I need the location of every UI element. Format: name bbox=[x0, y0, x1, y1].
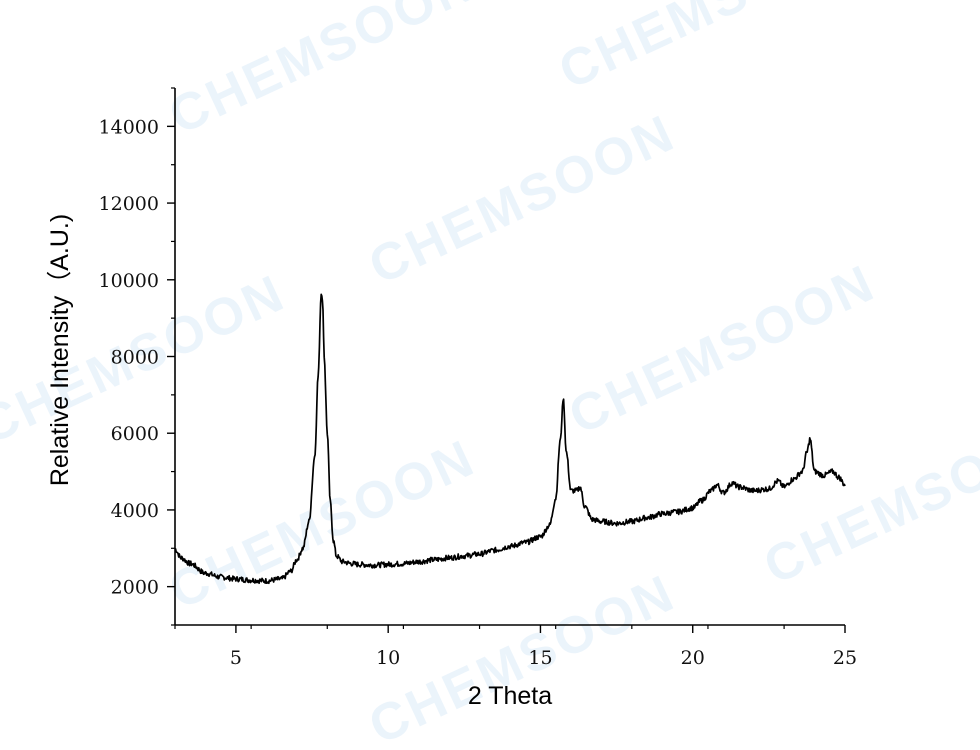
watermark-text: CHEMSOON bbox=[161, 429, 485, 621]
y-tick-label: 14000 bbox=[99, 116, 159, 138]
watermark-text: CHEMSOON bbox=[561, 254, 885, 446]
y-tick-label: 4000 bbox=[111, 500, 159, 522]
watermark-text: CHEMSOON bbox=[756, 404, 980, 596]
x-tick-label: 10 bbox=[376, 647, 400, 669]
x-tick-label: 15 bbox=[528, 647, 552, 669]
x-tick-label: 25 bbox=[833, 647, 857, 669]
plot-area bbox=[174, 293, 846, 585]
x-tick-label: 5 bbox=[230, 647, 242, 669]
watermark-text: CHEMSOON bbox=[361, 564, 685, 750]
y-tick-label: 10000 bbox=[99, 270, 159, 292]
watermark-text: CHEMSOON bbox=[551, 0, 875, 101]
series-line bbox=[174, 293, 846, 585]
y-tick-label: 8000 bbox=[111, 347, 159, 369]
y-axis-title: Relative Intensity（A.U.) bbox=[46, 214, 74, 486]
axes: 5 10 15 20 25 2000 4000 6000 8000 10000 12000 14000 bbox=[99, 87, 857, 669]
x-axis-title: 2 Theta bbox=[468, 682, 552, 710]
watermark-text: CHEMSOON bbox=[161, 0, 485, 146]
watermark-text: CHEMSOON bbox=[361, 104, 685, 296]
y-tick-label: 2000 bbox=[111, 577, 159, 599]
y-tick-label: 6000 bbox=[111, 423, 159, 445]
x-tick-label: 20 bbox=[681, 647, 705, 669]
y-tick-label: 12000 bbox=[99, 193, 159, 215]
